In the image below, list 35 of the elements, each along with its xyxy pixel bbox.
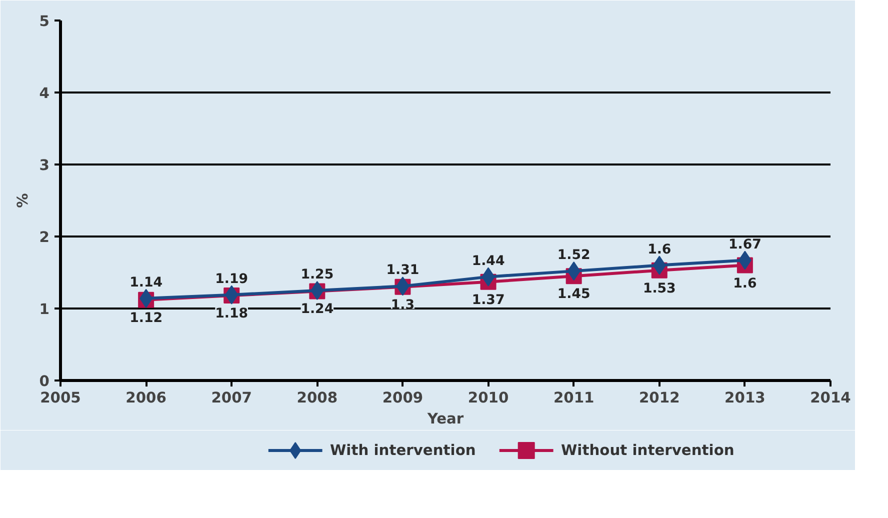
y-tick-label: 4 bbox=[39, 85, 50, 102]
data-label: 1.52 bbox=[557, 248, 590, 264]
x-tick-label: 2008 bbox=[296, 390, 338, 406]
data-label: 1.37 bbox=[472, 292, 505, 308]
y-tick-label: 1 bbox=[39, 301, 50, 318]
x-tick-label: 2005 bbox=[40, 390, 81, 406]
data-label: 1.45 bbox=[557, 287, 590, 302]
x-tick-label: 2013 bbox=[724, 390, 766, 406]
y-tick-label: 5 bbox=[39, 13, 50, 30]
data-label: 1.31 bbox=[386, 263, 420, 278]
x-tick-label: 2010 bbox=[468, 390, 509, 406]
data-label: 1.53 bbox=[642, 281, 676, 296]
data-label: 1.24 bbox=[300, 302, 334, 318]
legend-label: With intervention bbox=[330, 442, 476, 459]
data-label: 1.44 bbox=[472, 254, 505, 269]
data-label: 1.14 bbox=[130, 275, 163, 290]
data-label: 1.19 bbox=[215, 272, 248, 287]
data-label: 1.12 bbox=[130, 310, 163, 326]
data-label: 1.25 bbox=[300, 268, 334, 282]
y-tick-label: 2 bbox=[39, 229, 50, 246]
x-axis-title: Year bbox=[426, 410, 464, 428]
y-axis-title: % bbox=[14, 192, 32, 208]
x-tick-label: 2011 bbox=[553, 390, 594, 406]
legend-label: Without intervention bbox=[561, 442, 734, 459]
data-label: 1.18 bbox=[215, 306, 248, 322]
data-label: 1.6 bbox=[733, 276, 757, 292]
x-tick-label: 2014 bbox=[810, 390, 851, 406]
data-label: 1.6 bbox=[648, 242, 672, 258]
x-tick-label: 2007 bbox=[211, 390, 252, 406]
data-label: 1.67 bbox=[728, 237, 762, 252]
x-tick-label: 2009 bbox=[382, 390, 424, 406]
x-tick-label: 2012 bbox=[638, 390, 680, 406]
y-tick-label: 0 bbox=[39, 373, 50, 390]
x-tick-label: 2006 bbox=[126, 390, 166, 406]
y-tick-label: 3 bbox=[39, 157, 50, 174]
